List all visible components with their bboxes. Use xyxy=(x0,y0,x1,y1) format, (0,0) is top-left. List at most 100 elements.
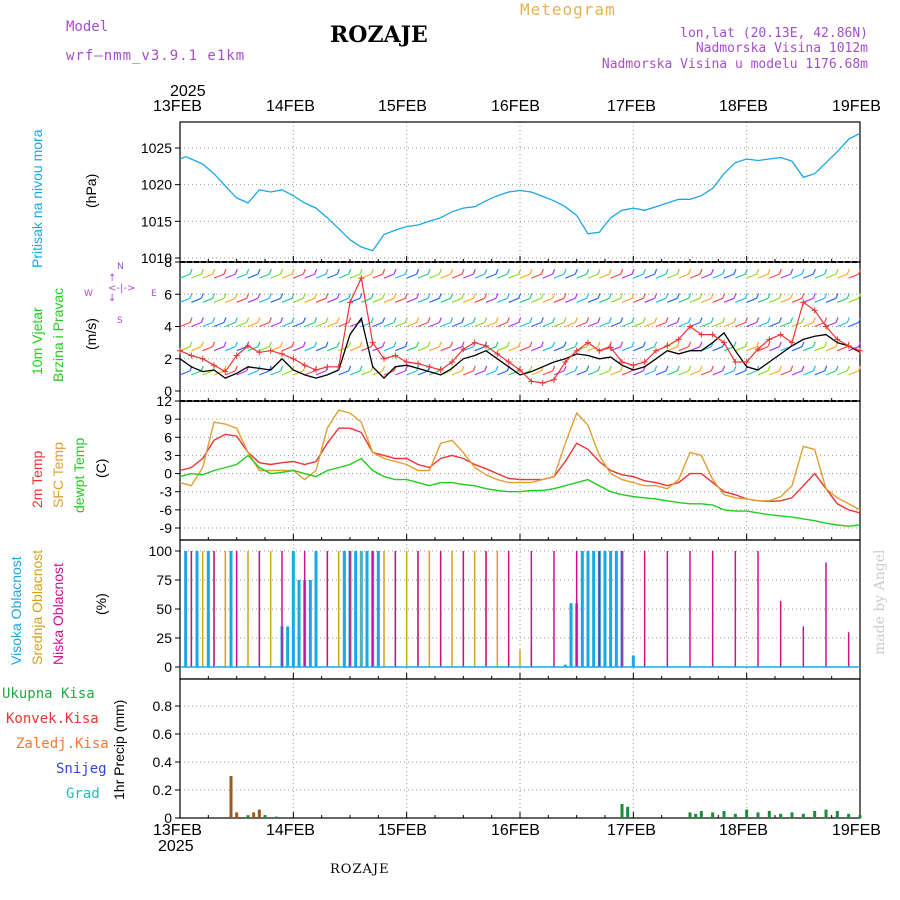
wind-barb xyxy=(372,321,383,328)
wind-barb xyxy=(837,297,848,303)
wind-barb xyxy=(361,346,372,352)
wind-barb xyxy=(633,346,644,352)
panel-3: 0 25 50 75 100 xyxy=(149,539,861,680)
wind-barb-flag xyxy=(461,365,465,372)
wind-barb-flag xyxy=(846,317,850,323)
precip-total-bar xyxy=(756,812,760,818)
wind-barb xyxy=(474,346,485,352)
wind-barb xyxy=(723,321,735,328)
wind-barb-flag xyxy=(382,317,386,323)
panel-2: -9 -6 -3 0 3 6 9 12 xyxy=(156,393,861,541)
wind-barb xyxy=(587,297,599,303)
wind-barb xyxy=(814,370,825,376)
wind-barb-flag xyxy=(722,268,726,275)
wind-barb-flag xyxy=(812,365,816,372)
compass-arrows-icon: ↑ <-|-> ↓ xyxy=(108,273,136,304)
wind-barb-flag xyxy=(382,365,386,372)
wind-barb-flag xyxy=(484,317,488,323)
wind-barb xyxy=(247,321,259,328)
wind-barb xyxy=(735,297,746,303)
wind-barb xyxy=(451,273,463,279)
wind-barb xyxy=(757,346,769,352)
wind-barb xyxy=(587,346,599,352)
wind-barb-flag xyxy=(189,317,193,323)
wind-barb xyxy=(508,370,519,376)
wind-barb xyxy=(848,321,859,328)
wind-gust-marker xyxy=(619,358,625,365)
wind-barb xyxy=(689,346,701,352)
wind-barb xyxy=(780,297,791,303)
wind-barb xyxy=(236,370,247,376)
wind-barb xyxy=(565,321,576,328)
wind-gust-marker xyxy=(392,352,399,359)
wind-barb-flag xyxy=(314,341,318,347)
wind-barb-flag xyxy=(824,293,828,299)
wind-barb xyxy=(723,273,735,279)
wind-barb-flag xyxy=(756,268,760,275)
wind-gust-marker xyxy=(653,347,659,354)
wind-barb xyxy=(395,297,406,303)
wind-barb-flag xyxy=(189,341,193,347)
wind-barb-flag xyxy=(223,317,227,323)
wind-barb xyxy=(508,273,519,279)
wind-barb-flag xyxy=(688,268,692,275)
wind-barb-flag xyxy=(280,268,284,275)
wind-barb-flag xyxy=(642,293,646,299)
wind-barb-flag xyxy=(404,268,408,275)
compass-w: W xyxy=(84,289,93,299)
wind-barb xyxy=(633,273,644,279)
wind-barb xyxy=(667,273,678,279)
wind-barb xyxy=(213,321,225,328)
wind-barb xyxy=(440,273,451,279)
wind-barb xyxy=(769,273,780,279)
wind-barb-flag xyxy=(665,268,669,275)
wind-gust-marker xyxy=(222,368,229,375)
wind-barb xyxy=(508,321,519,328)
date-tick-top-5: 18FEB xyxy=(719,98,768,115)
wind-barb-flag xyxy=(234,341,238,347)
wind-barb xyxy=(202,321,213,328)
wind-barb-flag xyxy=(801,317,805,323)
wind-barb-flag xyxy=(608,341,612,347)
y-tick-label: 8 xyxy=(164,254,172,270)
y-tick-label: -6 xyxy=(160,502,173,518)
precip-hail-label: Grad xyxy=(66,786,100,802)
wind-barb-flag xyxy=(710,317,714,323)
wind-gust-marker xyxy=(199,355,206,362)
wind-barb-flag xyxy=(824,365,828,372)
wind-barb-flag xyxy=(597,317,601,323)
wind-gust-marker xyxy=(313,367,319,374)
wind-barb-flag xyxy=(563,293,567,299)
y-tick-label: 1025 xyxy=(141,140,172,156)
wind-barb xyxy=(179,370,191,376)
wind-barb xyxy=(565,346,576,352)
wind-barb-flag xyxy=(756,317,760,323)
wind-barb xyxy=(327,321,338,328)
wind-barb xyxy=(848,297,859,303)
date-tick-top-1: 14FEB xyxy=(266,98,315,115)
wind-barb-flag xyxy=(676,341,680,347)
wind-barb xyxy=(451,321,463,328)
wind-barb-flag xyxy=(268,293,272,299)
wind-barb-flag xyxy=(234,293,238,299)
wind-barb-flag xyxy=(552,365,556,372)
wind-barb-flag xyxy=(744,341,748,347)
wind-barb-flag xyxy=(212,268,216,275)
wind-barb xyxy=(497,321,508,328)
precip-total-bar xyxy=(246,815,250,818)
wind-barb-flag xyxy=(620,365,624,372)
wind-barb-flag xyxy=(234,365,238,372)
wind-gust-marker xyxy=(449,358,455,365)
precip-total-bar xyxy=(745,809,749,818)
wind-barb xyxy=(349,297,361,303)
wind-gust-marker xyxy=(494,350,501,357)
y-tick-label: 0.2 xyxy=(153,782,173,798)
y-tick-label: 0.6 xyxy=(153,726,173,742)
wind-barb xyxy=(225,321,236,328)
wind-barb xyxy=(270,321,281,328)
wind-barb-flag xyxy=(778,293,782,299)
wind-barb-flag xyxy=(563,317,567,323)
wind-barb xyxy=(327,273,338,279)
wind-barb-flag xyxy=(597,268,601,275)
